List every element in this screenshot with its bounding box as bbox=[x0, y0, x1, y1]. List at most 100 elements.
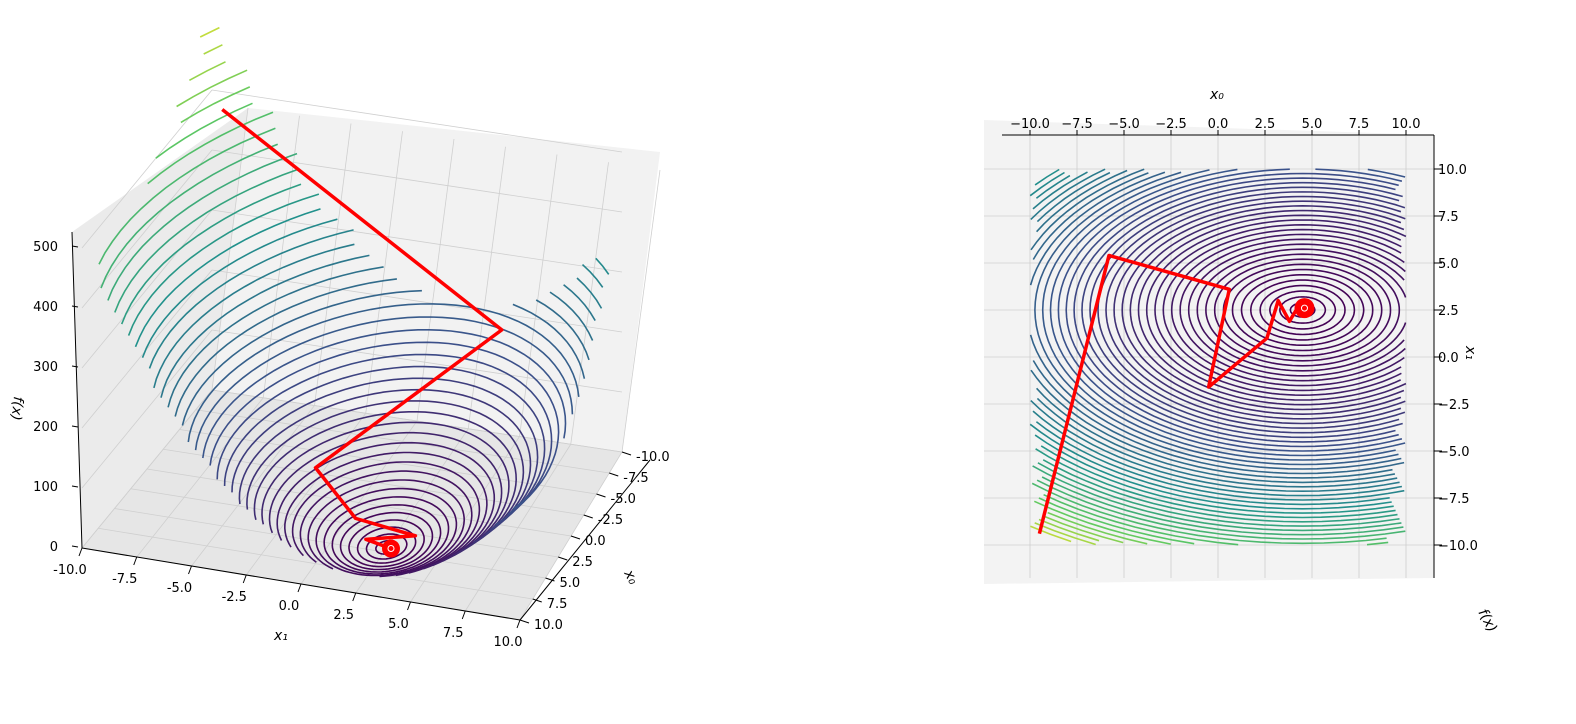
x1-tick-label: 7.5 bbox=[443, 626, 464, 641]
contour-line bbox=[100, 143, 278, 289]
side-pane bbox=[72, 108, 248, 548]
contour-line bbox=[107, 152, 298, 301]
contour-line bbox=[1032, 172, 1405, 475]
tick-mark bbox=[519, 619, 530, 624]
contour-line bbox=[1037, 462, 1400, 527]
x0-tick-label: 2.5 bbox=[1255, 117, 1276, 132]
contour-line bbox=[1049, 168, 1406, 457]
tick-mark bbox=[71, 425, 79, 428]
x1-tick-label: 0.0 bbox=[279, 599, 300, 614]
z-tick-label: 300 bbox=[33, 360, 58, 375]
contour-line bbox=[1231, 268, 1374, 352]
contour-line bbox=[1179, 238, 1406, 382]
contour-line bbox=[199, 26, 220, 38]
x1-tick-label: 0.0 bbox=[1438, 351, 1459, 366]
contour-line bbox=[176, 69, 248, 108]
contour-line bbox=[253, 411, 518, 554]
z-tick-label: 0 bbox=[50, 540, 58, 555]
path-line bbox=[221, 108, 504, 551]
contour-line bbox=[223, 365, 546, 531]
contour-line bbox=[1033, 500, 1171, 545]
contour-line bbox=[276, 441, 496, 567]
x0-axis-label: x₀ bbox=[620, 566, 641, 587]
x0-tick-label: 10.0 bbox=[1392, 117, 1421, 132]
contour-line bbox=[1145, 219, 1402, 401]
contour-line bbox=[1279, 296, 1327, 324]
contour-line bbox=[1205, 253, 1401, 367]
tick-mark bbox=[297, 583, 302, 593]
contour-line bbox=[1089, 186, 1400, 434]
tick-mark bbox=[621, 451, 632, 456]
x0-tick-label: 7.5 bbox=[1349, 117, 1370, 132]
contour-line bbox=[1269, 290, 1337, 330]
tick-mark bbox=[71, 365, 79, 368]
grid-line bbox=[81, 209, 213, 369]
contour-line bbox=[189, 61, 226, 82]
x1-tick-label: −5.0 bbox=[1438, 445, 1470, 460]
x1-axis-label: x₁ bbox=[273, 628, 288, 644]
z-tick-label: 400 bbox=[33, 300, 58, 315]
minimum-marker bbox=[381, 539, 400, 558]
x1-tick-label: 10.0 bbox=[494, 635, 523, 650]
tick-mark bbox=[532, 598, 542, 603]
x0-tick-label: −7.5 bbox=[1061, 117, 1093, 132]
contour-line bbox=[1030, 525, 1072, 543]
x0-tick-label: 2.5 bbox=[572, 555, 593, 570]
contour-line bbox=[148, 229, 604, 369]
contour-line bbox=[1113, 200, 1406, 420]
contour-line bbox=[1041, 476, 1404, 536]
contour-lines bbox=[1029, 168, 1407, 546]
contour-line bbox=[331, 504, 442, 573]
contour-line bbox=[1042, 459, 1398, 523]
x1-tick-label: −7.5 bbox=[1438, 492, 1470, 507]
z-axis-label: f(x) bbox=[7, 396, 25, 422]
tick-mark bbox=[516, 619, 521, 629]
tick-mark bbox=[188, 565, 192, 575]
contour-line bbox=[127, 193, 320, 336]
contour-line bbox=[1121, 204, 1402, 416]
contour-line bbox=[141, 218, 610, 359]
contour-line bbox=[216, 353, 553, 526]
tick-mark bbox=[71, 485, 79, 488]
contour-line bbox=[203, 44, 223, 55]
minimum-marker-center bbox=[387, 545, 395, 553]
contour-line bbox=[339, 511, 434, 571]
x1-tick-label: -10.0 bbox=[53, 563, 87, 578]
minimum-marker-center bbox=[1300, 304, 1308, 312]
x0-tick-label: 7.5 bbox=[547, 597, 568, 612]
grid-line bbox=[146, 468, 572, 537]
x0-axis-line bbox=[519, 459, 651, 621]
contour-line bbox=[174, 278, 590, 417]
contour-line bbox=[1040, 445, 1394, 514]
grid-line bbox=[211, 209, 623, 273]
contour-line bbox=[323, 496, 450, 575]
floor-pane bbox=[82, 390, 622, 620]
contour-line bbox=[202, 329, 567, 510]
descent-path bbox=[221, 108, 504, 558]
contour-line bbox=[1036, 169, 1396, 484]
x0-tick-label: 0.0 bbox=[1208, 117, 1229, 132]
z-axis-line bbox=[71, 231, 83, 549]
descent-path bbox=[1037, 253, 1315, 535]
grid-line bbox=[114, 508, 546, 579]
x0-tick-label: −5.0 bbox=[1108, 117, 1140, 132]
grid-line bbox=[81, 269, 213, 429]
contour-line bbox=[1170, 233, 1405, 387]
contour-line bbox=[181, 289, 586, 426]
contour-line bbox=[299, 470, 473, 577]
contour-line bbox=[1032, 171, 1403, 497]
x0-tick-label: −10.0 bbox=[1010, 117, 1050, 132]
contour-line bbox=[167, 266, 594, 408]
contour-line bbox=[1038, 518, 1100, 542]
contour-line bbox=[1043, 493, 1389, 546]
axis-ticks: −10.0 −7.5 −5.0 −2.5 0.0 2.5 5.0 7.5 10.0 10.0 7.5… bbox=[1002, 117, 1478, 578]
x0-tick-label: 5.0 bbox=[560, 576, 581, 591]
contour-lines bbox=[92, 26, 610, 578]
contour-line bbox=[1129, 209, 1405, 411]
contour-line bbox=[1038, 497, 1195, 545]
tick-mark bbox=[583, 514, 593, 519]
contour-line bbox=[1043, 515, 1124, 544]
x1-tick-label: -5.0 bbox=[167, 581, 192, 596]
contour-line bbox=[1196, 248, 1407, 372]
contour-line bbox=[1081, 181, 1403, 439]
